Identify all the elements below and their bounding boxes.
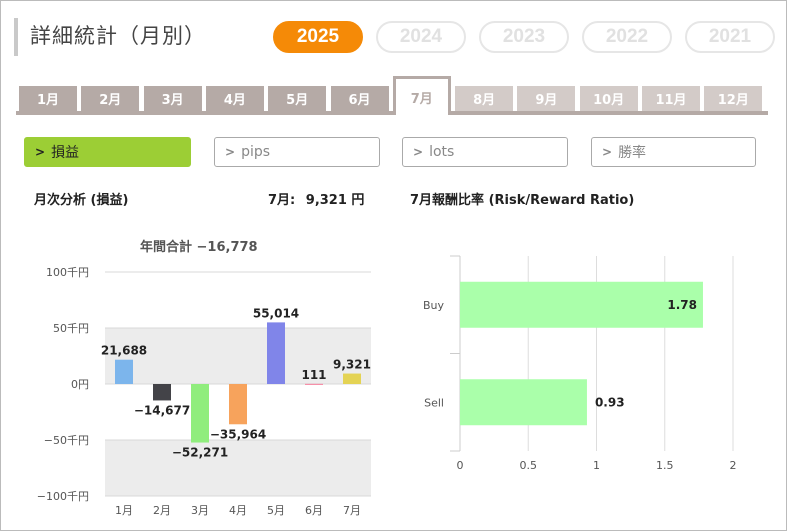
tab-month-1[interactable]: 1月: [19, 86, 77, 111]
x-tick-label: 1月: [115, 504, 133, 517]
chevron-right-icon: >: [413, 145, 424, 159]
current-month-total: 7月: 9,321 円: [268, 189, 364, 208]
bar-value-label: 9,321: [333, 358, 371, 372]
bar-value-label: 111: [301, 368, 326, 382]
tab-month-5[interactable]: 5月: [268, 86, 327, 111]
chevron-right-icon: >: [225, 145, 236, 159]
filter-lots-button[interactable]: > lots: [402, 137, 568, 167]
x-tick-label: 0: [457, 459, 464, 472]
y-tick-label: Buy: [423, 299, 445, 312]
bar-4[interactable]: [229, 384, 247, 425]
y-tick-label: −100千円: [37, 490, 89, 503]
x-tick-label: 0.5: [520, 459, 538, 472]
filter-label: lots: [429, 144, 455, 160]
bar-1[interactable]: [115, 359, 133, 384]
bar-value-label: −35,964: [210, 427, 266, 441]
monthly-pl-chart: 100千円 50千円 0円 −50千円 −100千円 21,688 1月 −14,677 2月 −…: [37, 266, 371, 517]
year-2022-button[interactable]: 2022: [582, 21, 672, 53]
filter-label: pips: [241, 144, 271, 160]
x-tick-label: 3月: [191, 504, 209, 517]
year-2023-button[interactable]: 2023: [479, 21, 569, 53]
annual-total: 年間合計 −16,778: [140, 240, 258, 255]
x-tick-label: 2月: [153, 504, 171, 517]
tab-month-2[interactable]: 2月: [81, 86, 140, 111]
y-tick-label: −50千円: [44, 434, 89, 447]
bar-value-label: 21,688: [101, 344, 147, 358]
rr-bar-sell[interactable]: [460, 379, 587, 426]
x-tick-label: 2: [730, 459, 737, 472]
rr-title: 7月報酬比率 (Risk/Reward Ratio): [410, 193, 635, 208]
page-title: 詳細統計（月別）: [14, 18, 206, 56]
bar-6[interactable]: [305, 383, 323, 385]
bar-value-label: 0.93: [595, 395, 625, 409]
tab-month-6[interactable]: 6月: [330, 86, 389, 111]
bar-3[interactable]: [191, 384, 209, 443]
tab-month-4[interactable]: 4月: [205, 86, 264, 111]
month-tabs: 1月 2月 3月 4月 5月 6月 7月 8月 9月 10月 11月 12月: [16, 76, 768, 115]
filter-winrate-button[interactable]: > 勝率: [591, 137, 756, 167]
bar-value-label: 55,014: [253, 306, 299, 320]
bar-value-label: 1.78: [667, 298, 697, 312]
year-2021-button[interactable]: 2021: [685, 21, 775, 53]
bar-2[interactable]: [153, 384, 171, 401]
y-tick-label: Sell: [424, 396, 444, 409]
tab-month-10[interactable]: 10月: [579, 86, 638, 111]
filter-label: 損益: [51, 145, 80, 161]
filter-label: 勝率: [618, 145, 647, 161]
bar-value-label: −52,271: [172, 446, 228, 460]
y-tick-label: 0円: [71, 378, 89, 391]
tab-month-8[interactable]: 8月: [455, 86, 514, 111]
tab-month-12[interactable]: 12月: [704, 86, 763, 111]
x-tick-label: 6月: [305, 504, 323, 517]
monthly-analysis-title: 月次分析 (損益): [34, 193, 129, 208]
year-2025-button[interactable]: 2025: [273, 21, 363, 53]
x-tick-label: 7月: [343, 504, 361, 517]
tab-month-9[interactable]: 9月: [517, 86, 576, 111]
bar-5[interactable]: [267, 322, 285, 384]
tab-month-3[interactable]: 3月: [143, 86, 202, 111]
plot-band: [105, 328, 371, 384]
year-2024-button[interactable]: 2024: [376, 21, 466, 53]
tab-month-11[interactable]: 11月: [642, 86, 700, 111]
filter-pips-button[interactable]: > pips: [214, 137, 380, 167]
tab-month-7[interactable]: 7月: [392, 76, 451, 115]
rr-bar-buy[interactable]: [460, 281, 703, 328]
current-month-value: 9,321 円: [305, 193, 365, 208]
y-tick-label: 100千円: [46, 266, 89, 279]
bar-7[interactable]: [343, 373, 361, 384]
plot-band: [105, 440, 371, 496]
metric-filters: > 損益 > pips > lots > 勝率: [24, 137, 756, 167]
current-month-label: 7月:: [268, 193, 296, 208]
year-selector: 2025 2024 2023 2022 2021: [273, 21, 775, 53]
x-tick-label: 5月: [267, 504, 285, 517]
chevron-right-icon: >: [35, 145, 46, 159]
bar-value-label: −14,677: [134, 403, 190, 417]
chevron-right-icon: >: [602, 145, 613, 159]
y-tick-label: 50千円: [53, 322, 89, 335]
x-tick-label: 4月: [229, 504, 247, 517]
rr-ratio-chart: 0 0.5 1 1.5 2 Buy 1.78 Sell 0.93: [423, 255, 737, 472]
x-tick-label: 1: [593, 459, 600, 472]
filter-pl-button[interactable]: > 損益: [24, 137, 191, 167]
x-tick-label: 1.5: [656, 459, 674, 472]
